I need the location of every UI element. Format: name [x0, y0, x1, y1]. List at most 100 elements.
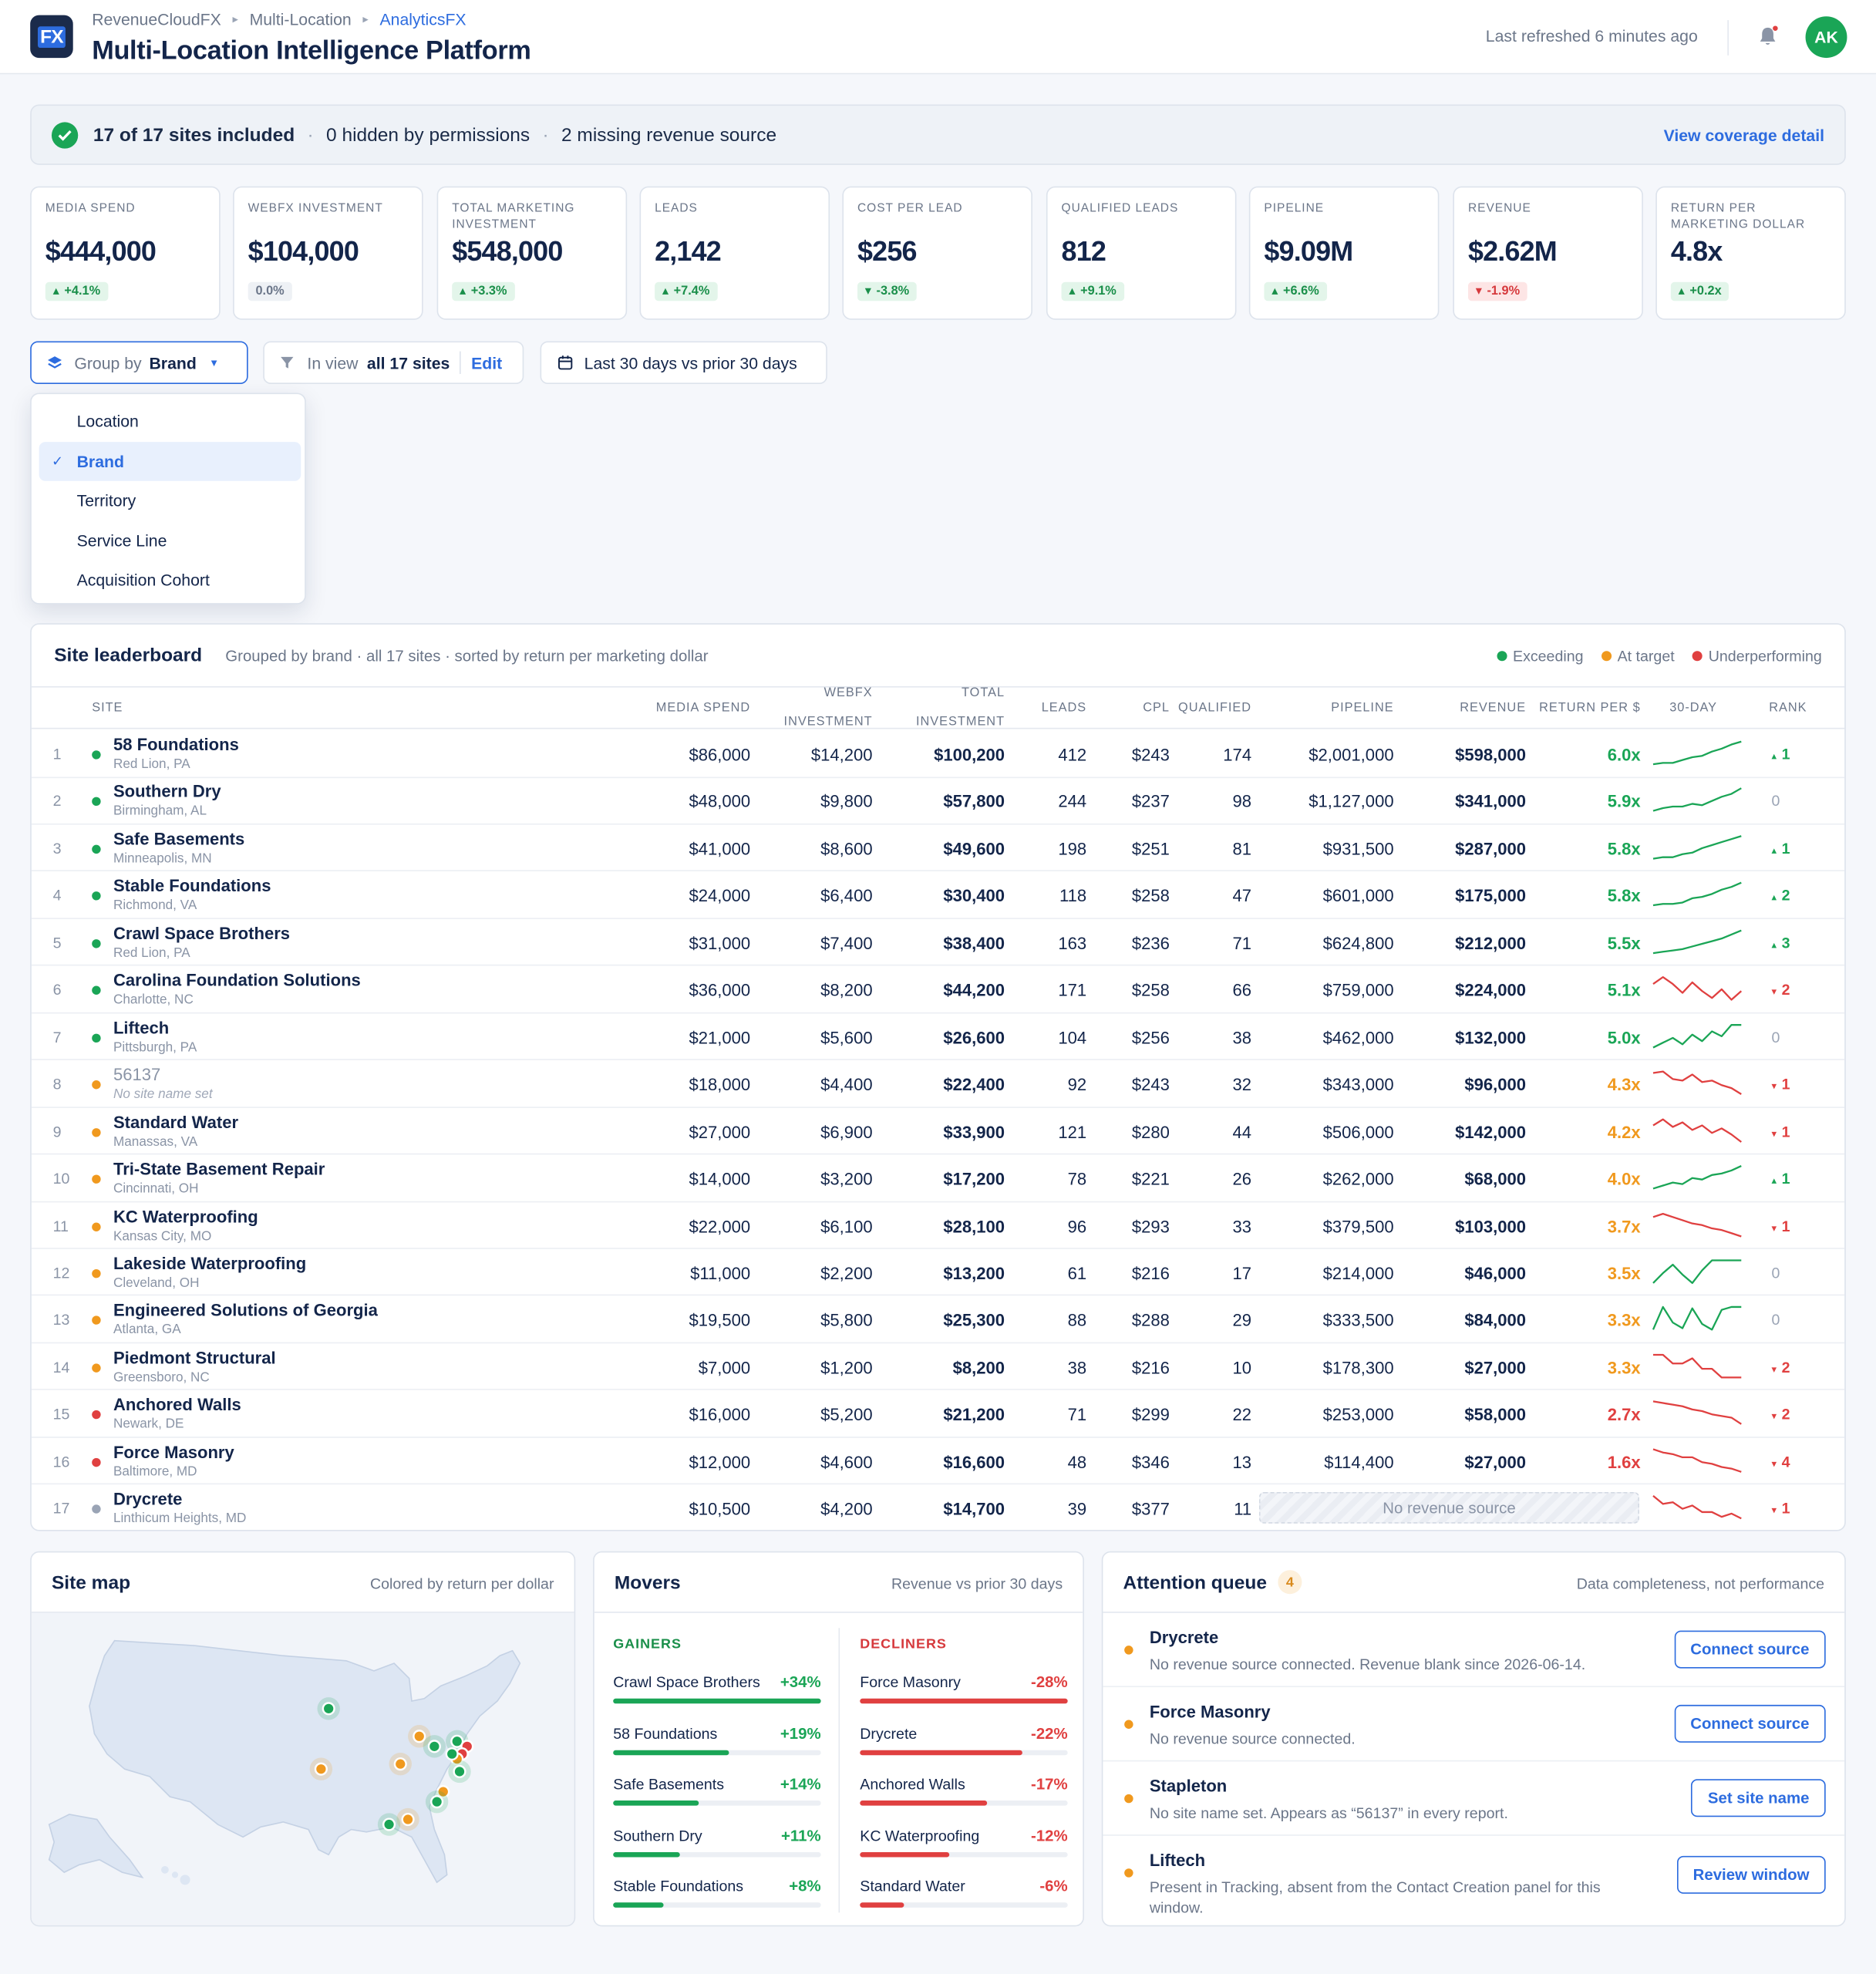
site-name[interactable]: 56137 — [113, 1065, 161, 1085]
kpi-card[interactable]: Revenue $2.62M ▾ -1.9% — [1453, 186, 1643, 320]
table-row[interactable]: 17 Drycrete Linthicum Heights, MD $10,500 $4… — [32, 1484, 1844, 1529]
breadcrumb-item[interactable]: Multi-Location — [249, 10, 352, 29]
table-row[interactable]: 11 KC Waterproofing Kansas City, MO $22,000… — [31, 1202, 1845, 1249]
site-marker[interactable] — [322, 1702, 335, 1716]
col-30-day[interactable]: 30-DAY — [1669, 701, 1718, 716]
avatar[interactable]: AK — [1805, 16, 1847, 59]
brand-logo[interactable]: FX — [30, 15, 73, 59]
site-marker[interactable] — [430, 1795, 444, 1809]
table-row[interactable]: 4 Stable Foundations Richmond, VA $24,000 $6… — [31, 872, 1845, 919]
site-name[interactable]: 58 Foundations — [113, 735, 239, 755]
col-webfx[interactable]: WEBFX — [823, 686, 873, 700]
site-name[interactable]: Engineered Solutions of Georgia — [113, 1301, 378, 1320]
col-total[interactable]: TOTAL — [962, 686, 1005, 700]
menu-item-location[interactable]: Location — [39, 402, 301, 441]
kpi-card[interactable]: Total Marketing Investment $548,000 ▴ +3.3% — [436, 186, 628, 320]
date-range-picker[interactable]: Last 30 days vs prior 30 days — [540, 341, 827, 385]
table-row[interactable]: 9 Standard Water Manassas, VA $27,000 $6,900… — [31, 1107, 1845, 1155]
table-row[interactable]: 7 Liftech Pittsburgh, PA $21,000 $5,600 $26,6… — [31, 1013, 1845, 1061]
site-name[interactable]: KC Waterproofing — [113, 1207, 258, 1226]
site-marker[interactable] — [427, 1740, 441, 1753]
site-name[interactable]: Crawl Space Brothers — [113, 924, 291, 943]
kpi-card[interactable]: Leads 2,142 ▴ +7.4% — [639, 186, 830, 320]
table-row[interactable]: 16 Force Masonry Baltimore, MD $12,000 $4,60… — [31, 1437, 1845, 1485]
site-name[interactable]: Carolina Foundation Solutions — [113, 971, 361, 990]
table-row[interactable]: 14 Piedmont Structural Greensboro, NC $7,00… — [31, 1343, 1845, 1391]
site-name[interactable]: Tri-State Basement Repair — [113, 1159, 325, 1179]
site-name[interactable]: Force Masonry — [113, 1442, 234, 1462]
site-marker[interactable] — [445, 1747, 459, 1761]
connect-source-button[interactable]: Connect source — [1673, 1704, 1826, 1743]
mover-row[interactable]: Crawl Space Brothers +34% — [613, 1673, 821, 1723]
mover-row[interactable]: Drycrete -22% — [860, 1724, 1068, 1774]
breadcrumb-item[interactable]: RevenueCloudFX — [92, 10, 221, 29]
kpi-card[interactable]: Pipeline $9.09M ▴ +6.6% — [1248, 186, 1440, 320]
site-marker[interactable] — [393, 1757, 407, 1771]
col-media-spend[interactable]: MEDIA SPEND — [655, 701, 751, 716]
table-row[interactable]: 5 Crawl Space Brothers Red Lion, PA $31,000… — [31, 919, 1845, 966]
site-name[interactable]: Safe Basements — [113, 829, 245, 849]
kpi-card[interactable]: Cost Per Lead $256 ▾ -3.8% — [842, 186, 1032, 320]
menu-item-territory[interactable]: Territory — [39, 481, 301, 520]
mover-row[interactable]: Standard Water -6% — [860, 1878, 1068, 1925]
table-row[interactable]: 10 Tri-State Basement Repair Cincinnati, O… — [31, 1154, 1845, 1202]
site-marker[interactable] — [436, 1785, 450, 1799]
col-return[interactable]: RETURN PER $ — [1539, 701, 1641, 716]
table-row[interactable]: 15 Anchored Walls Newark, DE $16,000 $5,200 $… — [31, 1390, 1845, 1438]
col-pipeline[interactable]: PIPELINE — [1331, 701, 1394, 716]
mover-row[interactable]: KC Waterproofing -12% — [860, 1827, 1068, 1877]
in-view-filter[interactable]: In view all 17 sites Edit — [263, 341, 524, 385]
connect-source-button[interactable]: Connect source — [1673, 1630, 1826, 1669]
notification-bell-icon[interactable] — [1755, 24, 1780, 49]
table-row[interactable]: 12 Lakeside Waterproofing Cleveland, OH $11… — [31, 1249, 1845, 1296]
col-total-investment[interactable]: INVESTMENT — [916, 715, 1005, 729]
set-site-name-button[interactable]: Set site name — [1691, 1779, 1826, 1817]
mover-row[interactable]: Safe Basements +14% — [613, 1775, 821, 1825]
col-webfx-investment[interactable]: INVESTMENT — [783, 715, 873, 729]
table-row[interactable]: 2 Southern Dry Birmingham, AL $48,000 $9,800… — [31, 777, 1845, 825]
site-name[interactable]: Stable Foundations — [113, 877, 271, 896]
menu-item-brand[interactable]: ✓ Brand — [39, 441, 301, 480]
site-marker[interactable] — [401, 1812, 415, 1827]
kpi-card[interactable]: WebFX Investment $104,000 0.0% — [233, 186, 423, 320]
map-canvas[interactable] — [31, 1612, 575, 1927]
site-name[interactable]: Liftech — [113, 1018, 170, 1037]
kpi-card[interactable]: Return Per Marketing Dollar 4.8x ▴ +0.2x — [1655, 186, 1846, 320]
kpi-card[interactable]: Media Spend $444,000 ▴ +4.1% — [30, 186, 221, 320]
edit-filter-link[interactable]: Edit — [471, 353, 503, 372]
col-site[interactable]: SITE — [92, 701, 123, 716]
col-revenue[interactable]: REVENUE — [1460, 701, 1527, 716]
site-name[interactable]: Southern Dry — [113, 782, 221, 802]
kpi-card[interactable]: Qualified Leads 812 ▴ +9.1% — [1046, 186, 1237, 320]
mover-row[interactable]: Force Masonry -28% — [860, 1673, 1068, 1723]
col-rank[interactable]: RANK — [1769, 701, 1807, 716]
col-leads[interactable]: LEADS — [1041, 701, 1087, 716]
mover-row[interactable]: Southern Dry +11% — [613, 1827, 821, 1877]
col-cpl[interactable]: CPL — [1143, 701, 1170, 716]
table-row[interactable]: 3 Safe Basements Minneapolis, MN $41,000 $8,… — [31, 824, 1845, 872]
mover-row[interactable]: 58 Foundations +19% — [613, 1724, 821, 1774]
col-qualified[interactable]: QUALIFIED — [1178, 701, 1252, 716]
site-name[interactable]: Lakeside Waterproofing — [113, 1254, 307, 1273]
menu-item-service-line[interactable]: Service Line — [39, 520, 301, 560]
site-name[interactable]: Standard Water — [113, 1112, 239, 1132]
table-row[interactable]: 1 58 Foundations Red Lion, PA $86,000 $14,20… — [31, 730, 1845, 778]
table-row[interactable]: 13 Engineered Solutions of Georgia Atlanta… — [31, 1296, 1845, 1344]
table-row[interactable]: 6 Carolina Foundation Solutions Charlotte,… — [31, 966, 1845, 1014]
site-name[interactable]: Anchored Walls — [113, 1395, 241, 1415]
menu-item-acquisition-cohort[interactable]: Acquisition Cohort — [39, 561, 301, 600]
mover-row[interactable]: Anchored Walls -17% — [860, 1775, 1068, 1825]
us-map[interactable] — [32, 1613, 575, 1927]
site-marker[interactable] — [450, 1734, 464, 1748]
site-marker[interactable] — [382, 1817, 396, 1831]
mover-row[interactable]: Stable Foundations +8% — [613, 1878, 821, 1925]
review-window-button[interactable]: Review window — [1676, 1855, 1826, 1894]
site-marker[interactable] — [413, 1730, 426, 1743]
group-by-dropdown[interactable]: Group by Brand ▼ — [30, 341, 248, 385]
site-name[interactable]: Drycrete — [113, 1490, 183, 1509]
site-marker[interactable] — [453, 1764, 466, 1779]
table-row[interactable]: 8 56137 No site name set $18,000 $4,400 $22,4… — [31, 1060, 1845, 1108]
view-coverage-detail-link[interactable]: View coverage detail — [1663, 126, 1825, 145]
site-marker[interactable] — [314, 1762, 328, 1776]
site-name[interactable]: Piedmont Structural — [113, 1348, 276, 1368]
